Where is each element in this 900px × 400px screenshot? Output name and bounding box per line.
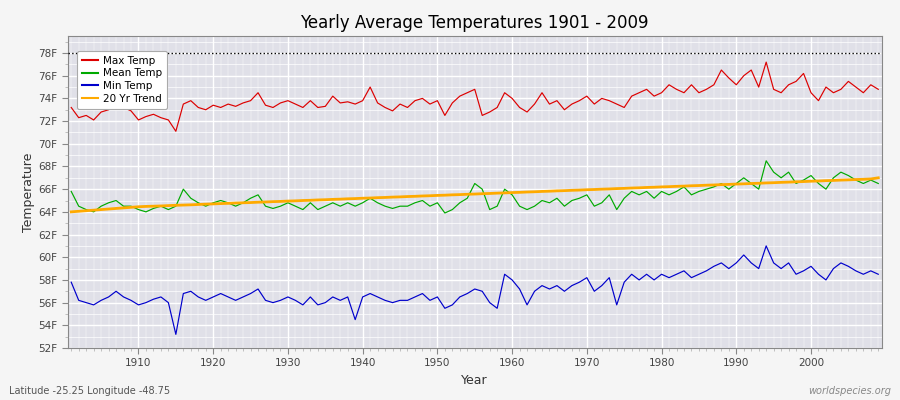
Title: Yearly Average Temperatures 1901 - 2009: Yearly Average Temperatures 1901 - 2009 (301, 14, 649, 32)
Text: worldspecies.org: worldspecies.org (808, 386, 891, 396)
Legend: Max Temp, Mean Temp, Min Temp, 20 Yr Trend: Max Temp, Mean Temp, Min Temp, 20 Yr Tre… (76, 50, 167, 109)
Y-axis label: Temperature: Temperature (22, 152, 35, 232)
Text: Latitude -25.25 Longitude -48.75: Latitude -25.25 Longitude -48.75 (9, 386, 170, 396)
X-axis label: Year: Year (462, 374, 488, 387)
